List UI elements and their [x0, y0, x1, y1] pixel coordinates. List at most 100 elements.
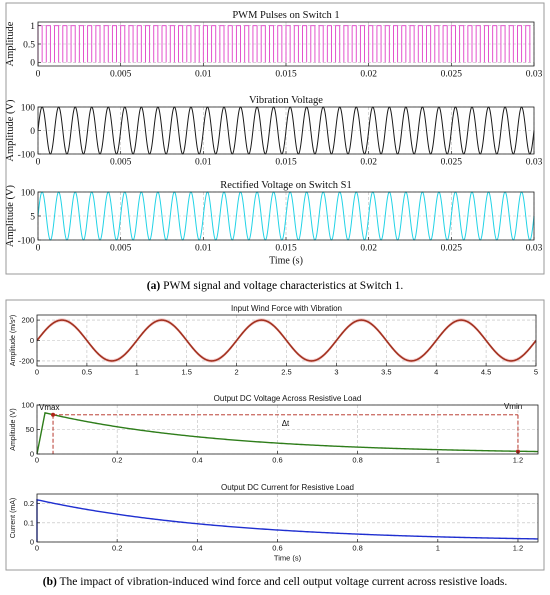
x-tick-label: 0.4 [192, 544, 202, 553]
x-tick-label: 0.8 [352, 456, 362, 465]
x-tick-label: 2.5 [281, 368, 291, 377]
x-tick-label: 4.5 [481, 368, 491, 377]
chart-title: Rectified Voltage on Switch S1 [220, 180, 351, 191]
x-tick-label: 0.015 [275, 158, 297, 168]
x-tick-label: 0.015 [275, 70, 297, 80]
y-axis-label: Amplitude [5, 21, 16, 66]
figure-b-frame [5, 299, 545, 571]
x-tick-label: 1 [135, 368, 139, 377]
y-tick-label: 0.1 [24, 518, 34, 527]
x-tick-label: 0.03 [526, 158, 543, 168]
figure-a-frame [5, 2, 545, 275]
vmax-label: Vmax [39, 403, 59, 412]
x-tick-label: 0.02 [360, 158, 377, 168]
vmin-label: Vmin [504, 402, 522, 411]
y-axis-label: Amplitude (V) [5, 99, 16, 162]
y-axis-label: Amplitude (m/s²) [10, 315, 17, 366]
y-tick-label: 0 [30, 127, 35, 137]
y-tick-label: 0.2 [24, 499, 34, 508]
chart-5: Output DC Voltage Across Resistive Load V… [10, 394, 539, 465]
chart-6: Output DC Current for Resistive Load 0 0.2… [10, 483, 539, 563]
y-tick-label: -100 [18, 236, 36, 246]
x-tick-label: 0 [35, 368, 39, 377]
x-tick-label: 0.6 [272, 456, 282, 465]
caption-a-label: (a) [146, 280, 161, 292]
dc_voltage-series-line [36, 411, 539, 455]
chart-4: Input Wind Force with Vibration 0 0.5 1 1.5 2… [10, 304, 538, 377]
x-tick-label: 0.025 [441, 70, 463, 80]
rectified-series-line [37, 191, 535, 241]
y-tick-label: 0 [30, 450, 34, 459]
y-tick-label: -100 [18, 150, 36, 160]
x-tick-label: 0.5 [82, 368, 92, 377]
chart-title: PWM Pulses on Switch 1 [232, 10, 339, 21]
vibration-series-line [37, 106, 535, 155]
caption-b-text: The impact of vibration-induced wind for… [59, 576, 508, 588]
caption-a-text: PWM signal and voltage characteristics a… [163, 280, 404, 292]
x-tick-label: 0.005 [110, 244, 132, 254]
x-tick-label: 1.5 [181, 368, 191, 377]
x-tick-label: 3 [334, 368, 338, 377]
x-tick-label: 0 [35, 456, 39, 465]
x-tick-label: 0.03 [526, 244, 543, 254]
x-tick-label: 0.01 [195, 158, 212, 168]
x-tick-label: 5 [534, 368, 538, 377]
chart-title: Input Wind Force with Vibration [231, 304, 342, 313]
y-tick-label: 100 [21, 188, 36, 198]
chart-2: Vibration Voltage 0 0.005 0.01 0.015 0.02 0.02… [5, 95, 543, 168]
y-axis-label: Amplitude (V) [5, 184, 16, 247]
x-tick-label: 0 [36, 244, 41, 254]
caption-b: (b) The impact of vibration-induced wind… [0, 576, 550, 588]
y-tick-label: 100 [21, 103, 36, 113]
x-tick-label: 0.01 [195, 244, 212, 254]
y-tick-label: 0 [30, 336, 34, 345]
dc_current-series-line [36, 498, 539, 542]
x-tick-label: 0.025 [441, 244, 463, 254]
y-tick-label: -200 [19, 357, 34, 366]
x-tick-label: 1.2 [513, 456, 523, 465]
caption-b-label: (b) [42, 576, 57, 588]
x-tick-label: 0.015 [275, 244, 297, 254]
caption-a: (a) PWM signal and voltage characteristi… [0, 280, 550, 292]
x-tick-label: 0.02 [360, 70, 377, 80]
wind-series-line [36, 319, 537, 362]
x-tick-label: 1 [436, 544, 440, 553]
x-tick-label: 0.005 [110, 70, 132, 80]
y-tick-label: 1 [30, 22, 35, 32]
y-tick-label: 5 [30, 212, 35, 222]
chart-1: PWM Pulses on Switch 1 0 0.005 0.01 0.015 0.0… [5, 10, 543, 80]
x-tick-label: 2 [235, 368, 239, 377]
y-tick-label: 0 [30, 59, 35, 69]
axes-box [36, 493, 539, 543]
y-tick-label: 50 [26, 425, 34, 434]
y-axis-label: Amplitude (V) [10, 408, 17, 450]
x-tick-label: 0 [36, 158, 41, 168]
chart-3: Rectified Voltage on Switch S1 0 0.005 0.01… [5, 180, 543, 267]
x-tick-label: 0.2 [112, 456, 122, 465]
x-tick-label: 0.01 [195, 70, 212, 80]
x-tick-label: 0 [35, 544, 39, 553]
x-tick-label: 0.02 [360, 244, 377, 254]
delta-t-label: Δt [282, 419, 290, 428]
y-tick-label: 0 [30, 538, 34, 547]
y-axis-label: Current (mA) [10, 498, 17, 538]
x-tick-label: 0.8 [352, 544, 362, 553]
chart-title: Output DC Voltage Across Resistive Load [214, 394, 362, 403]
x-axis-label: Time (s) [269, 256, 303, 267]
y-tick-label: 100 [21, 401, 34, 410]
x-tick-label: 1.2 [513, 544, 523, 553]
x-tick-label: 0 [36, 70, 41, 80]
x-tick-label: 0.6 [272, 544, 282, 553]
x-tick-label: 0.025 [441, 158, 463, 168]
x-tick-label: 0.03 [526, 70, 543, 80]
chart-title: Vibration Voltage [249, 95, 323, 106]
x-tick-label: 0.4 [192, 456, 202, 465]
x-tick-label: 1 [436, 456, 440, 465]
x-axis-label: Time (s) [274, 554, 302, 563]
y-tick-label: 0.5 [23, 40, 35, 50]
x-tick-label: 3.5 [381, 368, 391, 377]
x-tick-label: 0.2 [112, 544, 122, 553]
x-tick-label: 4 [434, 368, 438, 377]
vmax-marker [51, 412, 56, 417]
